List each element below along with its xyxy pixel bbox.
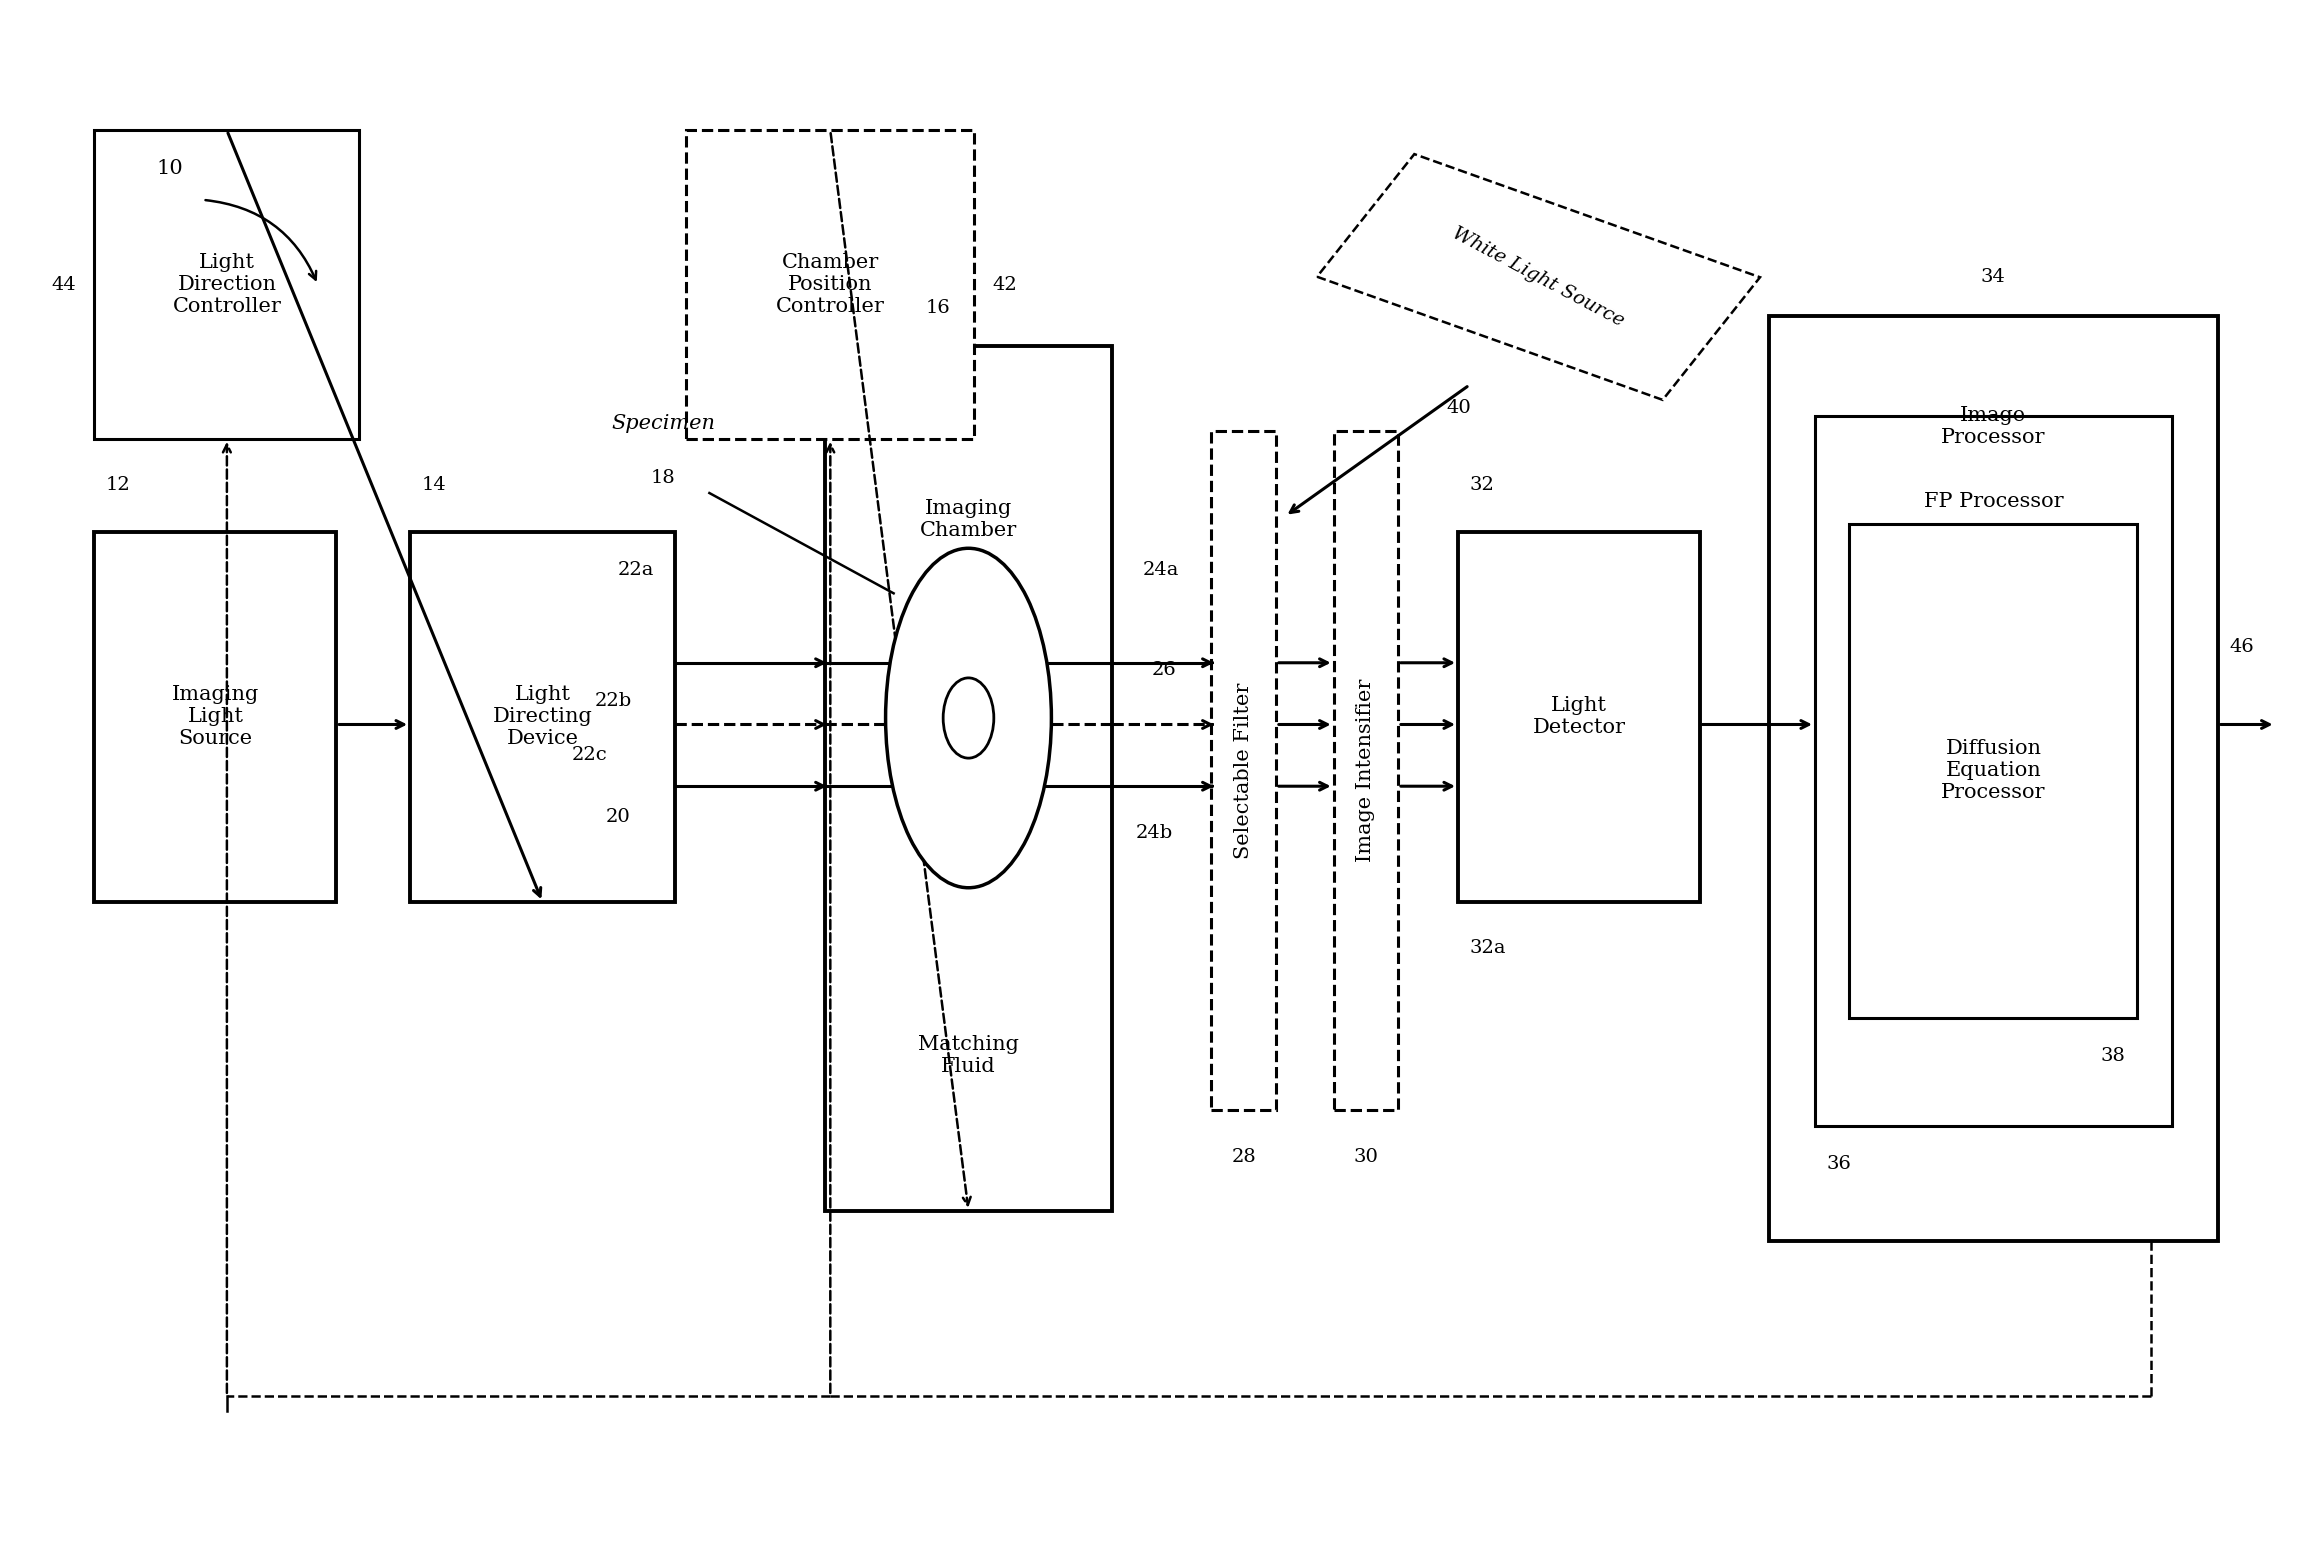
FancyBboxPatch shape (1335, 431, 1397, 1110)
Text: 44: 44 (51, 276, 76, 294)
Text: 12: 12 (107, 476, 130, 494)
FancyBboxPatch shape (1849, 523, 2136, 1018)
Text: 22b: 22b (593, 693, 633, 710)
Text: 20: 20 (605, 808, 630, 827)
Ellipse shape (885, 548, 1052, 887)
Text: Light
Directing
Device: Light Directing Device (494, 685, 593, 749)
Text: Selectable Filter: Selectable Filter (1235, 682, 1253, 859)
FancyBboxPatch shape (686, 131, 973, 439)
Text: Image
Processor: Image Processor (1942, 406, 2046, 447)
Text: 14: 14 (422, 476, 447, 494)
Text: FP Processor: FP Processor (1923, 492, 2062, 511)
FancyArrowPatch shape (206, 201, 315, 280)
FancyBboxPatch shape (1457, 531, 1701, 902)
Text: 30: 30 (1353, 1148, 1379, 1166)
Text: Chamber
Position
Controller: Chamber Position Controller (776, 254, 885, 316)
FancyBboxPatch shape (1316, 154, 1761, 400)
Text: 24a: 24a (1142, 561, 1179, 579)
Text: 38: 38 (2102, 1048, 2125, 1065)
Text: Specimen: Specimen (612, 414, 716, 433)
Text: Light
Direction
Controller: Light Direction Controller (171, 254, 280, 316)
Text: 22c: 22c (572, 746, 607, 764)
Text: Light
Detector: Light Detector (1532, 696, 1624, 738)
Text: 22a: 22a (616, 561, 653, 579)
Text: 18: 18 (651, 469, 677, 487)
FancyBboxPatch shape (410, 531, 674, 902)
Text: 36: 36 (1826, 1155, 1851, 1174)
FancyBboxPatch shape (1212, 431, 1277, 1110)
Text: 42: 42 (992, 276, 1017, 294)
Text: 32: 32 (1469, 476, 1494, 494)
Text: 16: 16 (924, 299, 950, 318)
FancyBboxPatch shape (1814, 416, 2171, 1126)
FancyBboxPatch shape (1768, 316, 2217, 1241)
Ellipse shape (943, 677, 994, 758)
Text: Imaging
Light
Source: Imaging Light Source (171, 685, 260, 749)
Text: 26: 26 (1152, 662, 1177, 679)
Text: Matching
Fluid: Matching Fluid (918, 1034, 1019, 1076)
Text: Image Intensifier: Image Intensifier (1355, 679, 1376, 863)
FancyBboxPatch shape (825, 346, 1112, 1211)
Text: 10: 10 (158, 159, 183, 179)
Text: 46: 46 (2229, 638, 2254, 657)
FancyBboxPatch shape (95, 131, 359, 439)
Text: 40: 40 (1446, 399, 1471, 417)
Text: White Light Source: White Light Source (1450, 224, 1627, 330)
Text: 34: 34 (1981, 268, 2007, 286)
Text: 28: 28 (1230, 1148, 1256, 1166)
Text: 24b: 24b (1135, 824, 1172, 841)
FancyBboxPatch shape (95, 531, 336, 902)
Text: Diffusion
Equation
Processor: Diffusion Equation Processor (1942, 740, 2046, 802)
Text: Imaging
Chamber: Imaging Chamber (920, 498, 1017, 540)
Text: 32a: 32a (1469, 939, 1506, 958)
